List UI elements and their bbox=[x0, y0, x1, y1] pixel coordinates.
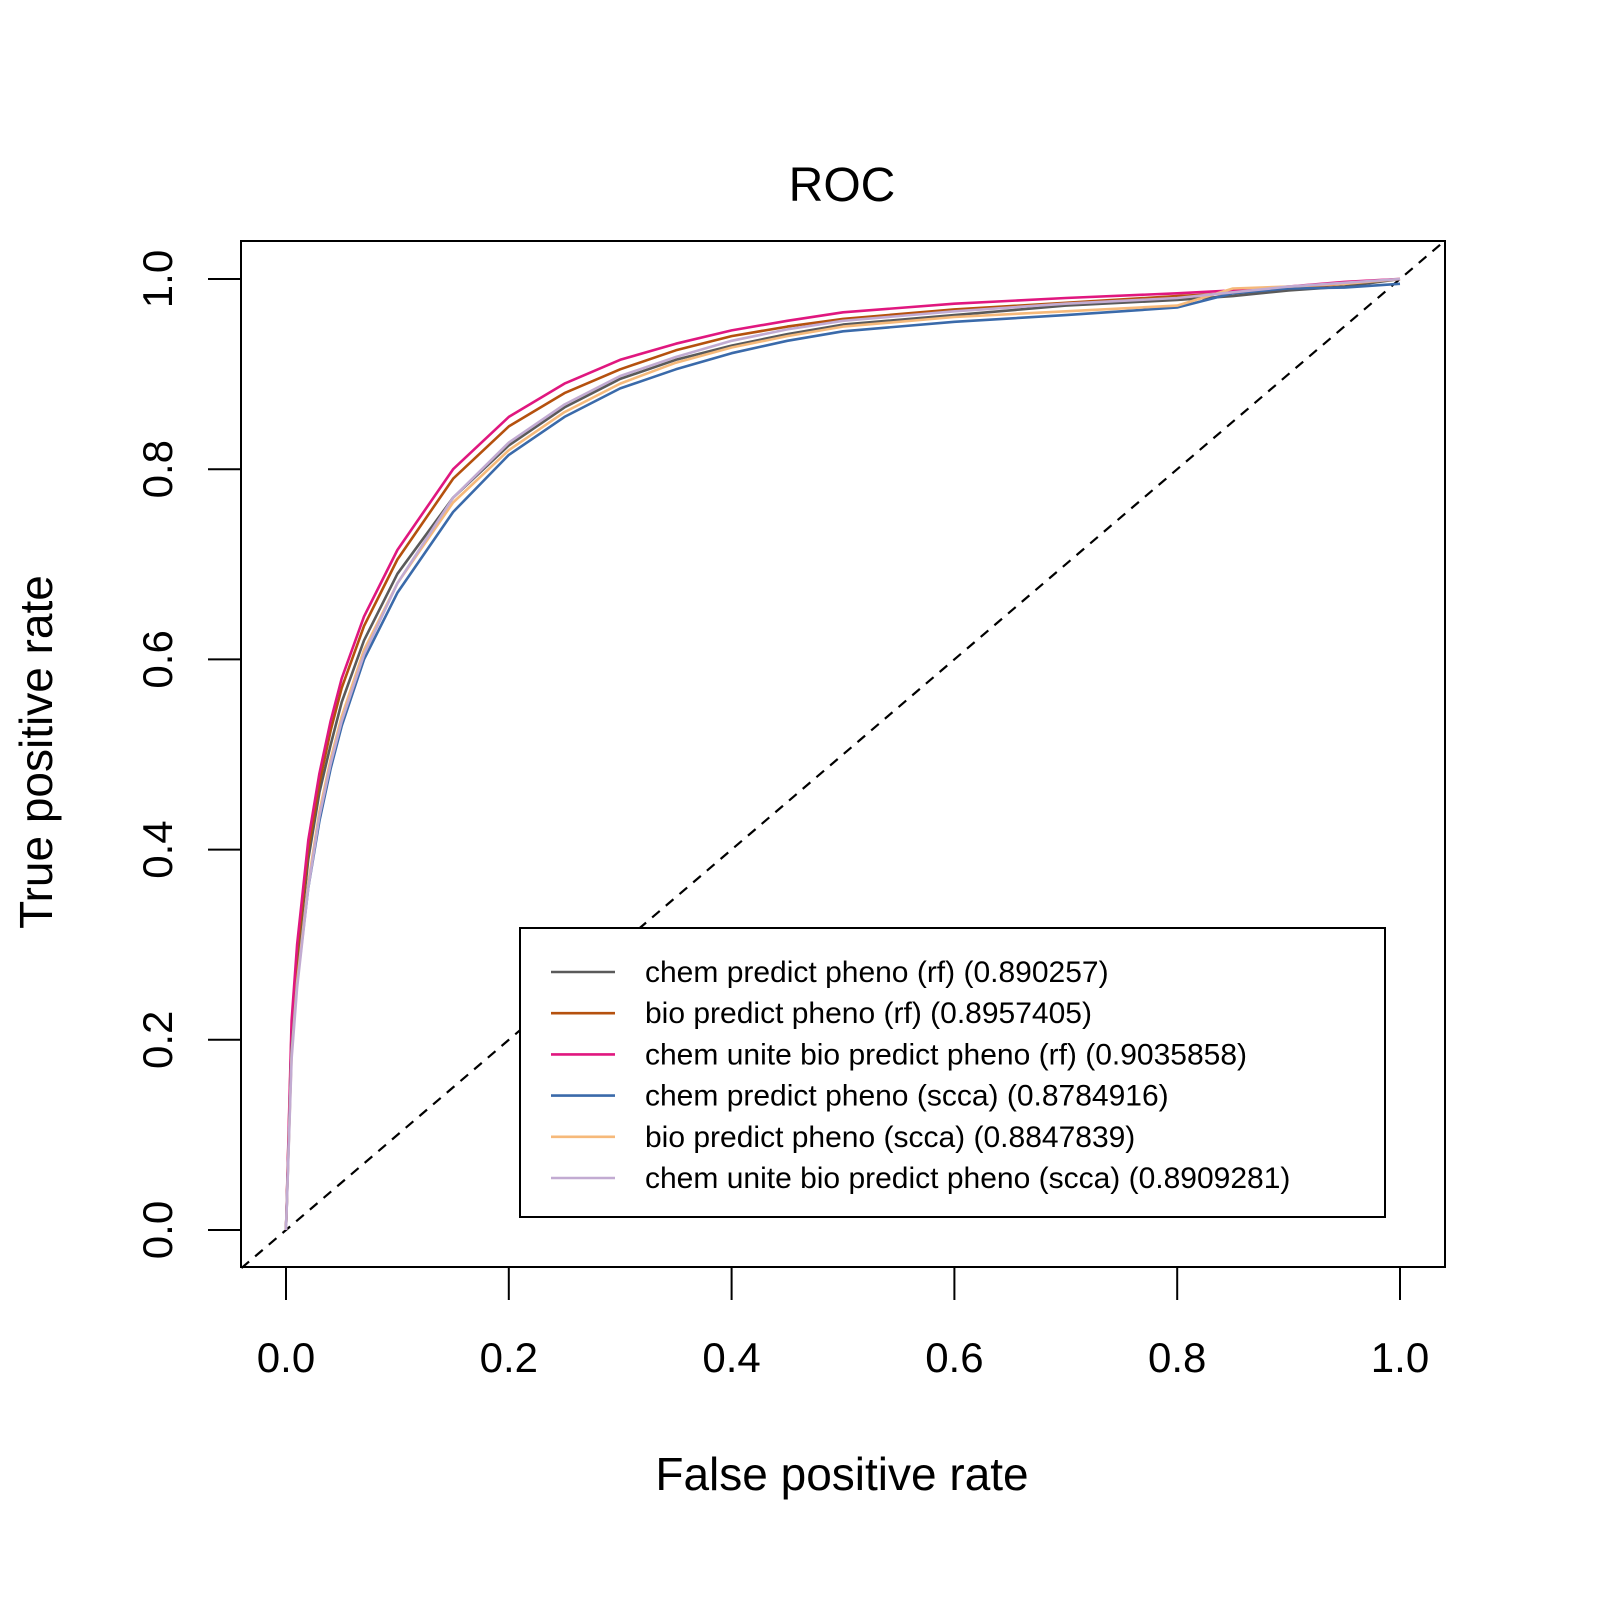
legend-label-2: bio predict pheno (rf) (0.8957405) bbox=[645, 997, 1092, 1030]
x-axis-label: False positive rate bbox=[655, 1448, 1028, 1500]
chart-title: ROC bbox=[789, 159, 896, 212]
legend-label-1: chem predict pheno (rf) (0.890257) bbox=[645, 956, 1109, 989]
x-tick-label: 0.6 bbox=[925, 1334, 983, 1381]
y-axis-label: True positive rate bbox=[10, 575, 62, 929]
series-line-3 bbox=[284, 277, 1401, 1231]
y-tick-label: 0.8 bbox=[134, 440, 181, 498]
y-tick-label: 0.6 bbox=[134, 630, 181, 688]
series-line-6 bbox=[284, 277, 1401, 1231]
legend: chem predict pheno (rf) (0.890257) bio pr… bbox=[519, 927, 1386, 1218]
x-tick-label: 1.0 bbox=[1371, 1334, 1429, 1381]
reference-diagonal bbox=[240, 240, 1446, 1269]
series-line-2 bbox=[284, 277, 1401, 1231]
series-line-1 bbox=[284, 277, 1401, 1231]
x-tick-label: 0.2 bbox=[480, 1334, 538, 1381]
legend-box bbox=[519, 927, 1386, 1218]
x-tick-label: 0.4 bbox=[702, 1334, 760, 1381]
legend-label-3: chem unite bio predict pheno (rf) (0.903… bbox=[645, 1038, 1247, 1071]
y-tick-label: 0.2 bbox=[134, 1011, 181, 1069]
axes: 0.0 0.2 0.4 0.6 0.8 1.0 0.0 0.2 0.4 0.6 0.8 1.0 bbox=[134, 250, 1429, 1381]
legend-label-5: bio predict pheno (scca) (0.8847839) bbox=[645, 1121, 1135, 1154]
y-tick-label: 0.4 bbox=[134, 820, 181, 878]
plot-area bbox=[240, 240, 1446, 1269]
y-tick-label: 0.0 bbox=[134, 1201, 181, 1259]
y-tick-label: 1.0 bbox=[134, 250, 181, 308]
legend-label-4: chem predict pheno (scca) (0.8784916) bbox=[645, 1080, 1169, 1113]
plot-frame bbox=[240, 240, 1446, 1268]
x-tick-label: 0.0 bbox=[257, 1334, 315, 1381]
x-tick-label: 0.8 bbox=[1148, 1334, 1206, 1381]
legend-label-6: chem unite bio predict pheno (scca) (0.8… bbox=[645, 1162, 1290, 1195]
